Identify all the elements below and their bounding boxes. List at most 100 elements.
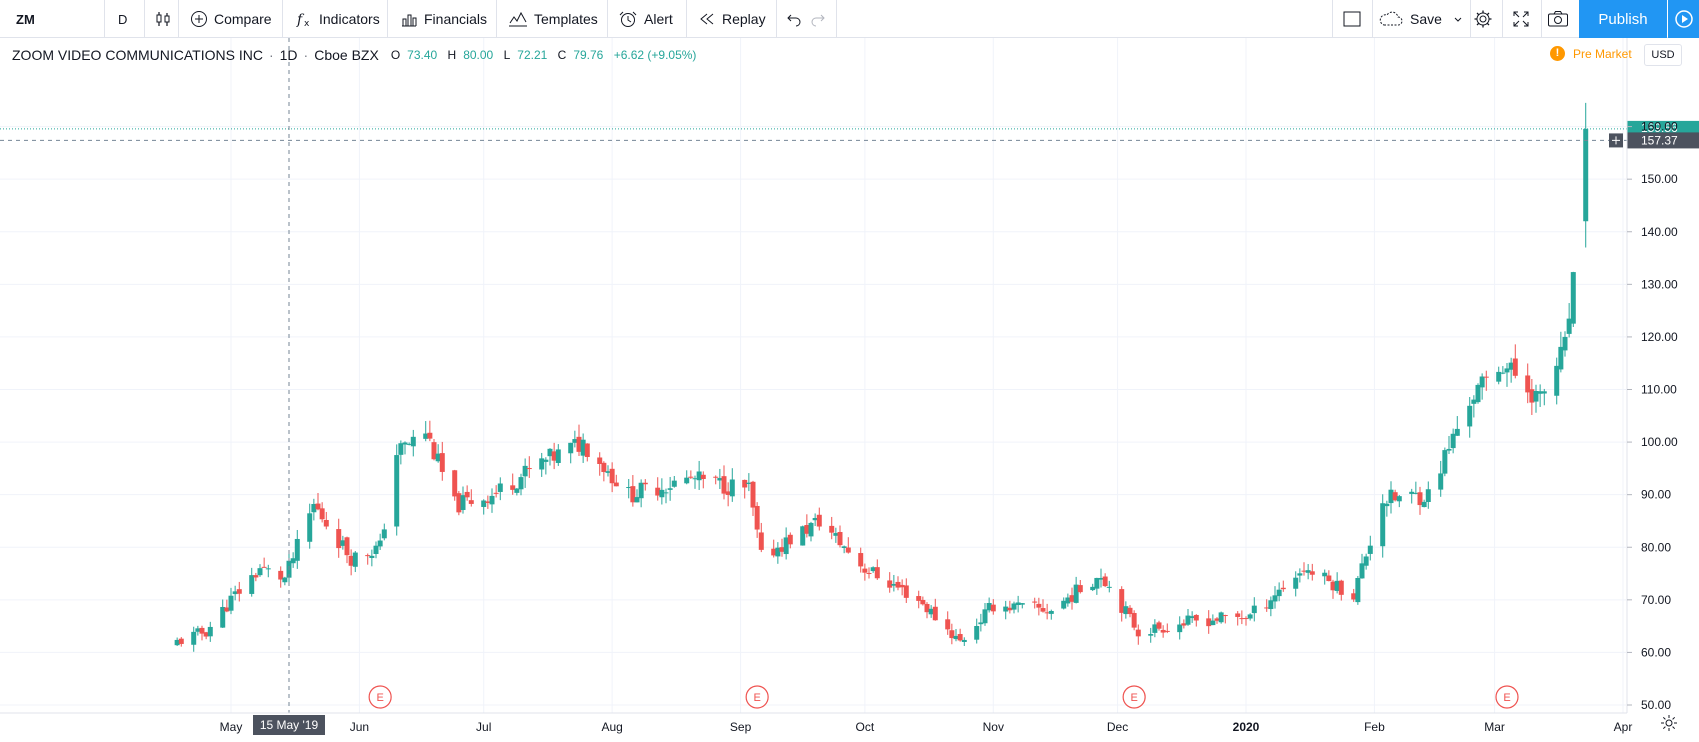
close-label: C: [557, 48, 567, 62]
play-button[interactable]: [1668, 0, 1699, 38]
candle-up: [1384, 503, 1390, 507]
camera-icon: [1548, 11, 1568, 27]
candle-down: [1483, 376, 1489, 378]
candle-down: [1032, 601, 1038, 603]
candle-up: [191, 631, 197, 645]
candle-down: [1280, 587, 1286, 590]
candle-up: [1019, 603, 1025, 605]
divider: [178, 0, 179, 38]
candle-up: [783, 537, 789, 555]
snapshot-button[interactable]: [1547, 0, 1575, 38]
replay-label: Replay: [722, 11, 766, 27]
alert-button[interactable]: Alert: [618, 0, 673, 38]
candle-down: [1351, 593, 1357, 600]
candle-down: [1160, 629, 1166, 633]
candle-up: [410, 436, 416, 447]
candle-up: [841, 546, 847, 548]
premarket-indicator[interactable]: ! Pre Market: [1550, 46, 1632, 61]
candle-up: [1388, 489, 1394, 504]
candle-down: [510, 485, 516, 490]
undo-button[interactable]: [786, 0, 808, 38]
earnings-marker: [1495, 685, 1519, 709]
price-tick-label: 50.00: [1641, 698, 1671, 712]
interval-button[interactable]: D: [118, 11, 128, 27]
candle-down: [945, 619, 951, 630]
candle-down: [688, 476, 694, 478]
time-tick-label: 2020: [1233, 720, 1260, 734]
indicators-label: Indicators: [319, 11, 380, 27]
candle-up: [961, 639, 967, 642]
chart-settings-icon[interactable]: [1660, 714, 1678, 732]
time-tick-label: Oct: [856, 720, 875, 734]
symbol-name[interactable]: ZOOM VIDEO COMMUNICATIONS INC: [12, 47, 263, 63]
candle-up: [1123, 606, 1129, 615]
save-label: Save: [1410, 11, 1442, 27]
candle-down: [758, 532, 764, 550]
settings-button[interactable]: [1473, 0, 1499, 38]
time-tick-label: Nov: [983, 720, 1004, 734]
plus-icon: [1612, 136, 1620, 145]
chart-type-button[interactable]: [154, 0, 178, 38]
candle-down: [1264, 607, 1270, 609]
candle-down: [750, 481, 756, 508]
candle-down: [1156, 622, 1162, 629]
save-button[interactable]: Save: [1378, 0, 1470, 38]
earnings-label: E: [1503, 692, 1510, 704]
candle-up: [522, 465, 528, 477]
candle-down: [315, 503, 321, 510]
divider: [1332, 0, 1333, 38]
crosshair-price-tag: [1627, 132, 1699, 149]
fullscreen-button[interactable]: [1512, 0, 1536, 38]
publish-button[interactable]: Publish: [1579, 0, 1667, 38]
candle-down: [1243, 618, 1249, 620]
price-tick-label: 80.00: [1641, 540, 1671, 554]
templates-button[interactable]: Templates: [508, 0, 598, 38]
last-price-label: 159.56: [1641, 121, 1678, 135]
candle-down: [601, 462, 607, 473]
price-tick-label: 90.00: [1641, 488, 1671, 502]
candle-up: [514, 488, 520, 493]
candle-down: [365, 555, 371, 557]
candle-up: [986, 602, 992, 611]
candle-up: [282, 577, 288, 583]
candle-down: [1119, 589, 1125, 613]
price-tick-label: 110.00: [1641, 383, 1677, 397]
candle-down: [456, 493, 462, 513]
candle-up: [1467, 405, 1473, 427]
redo-button[interactable]: [810, 0, 832, 38]
open-label: O: [390, 48, 401, 62]
candle-up: [808, 522, 814, 537]
candle-up: [833, 533, 839, 536]
candle-up: [1334, 580, 1340, 591]
symbol-search[interactable]: ZM: [16, 11, 35, 27]
candle-up: [377, 540, 383, 547]
candle-down: [949, 630, 955, 639]
earnings-marker: [745, 685, 769, 709]
divider: [496, 0, 497, 38]
candle-up: [195, 628, 201, 632]
candle-up: [294, 538, 300, 561]
currency-button[interactable]: USD: [1644, 44, 1682, 66]
divider: [1470, 0, 1471, 38]
layout-button[interactable]: [1342, 0, 1368, 38]
candle-down: [1069, 595, 1075, 602]
candle-down: [903, 585, 909, 598]
replay-button[interactable]: Replay: [698, 0, 766, 38]
compare-button[interactable]: Compare: [190, 0, 272, 38]
candle-down: [787, 534, 793, 545]
candle-down: [1044, 612, 1050, 614]
candle-up: [1380, 503, 1386, 547]
plus-circle-icon: [191, 11, 207, 27]
earnings-marker: [1122, 685, 1146, 709]
candle-down: [1181, 623, 1187, 626]
svg-text:x: x: [304, 19, 310, 28]
candle-up: [369, 555, 375, 558]
candle-down: [1239, 618, 1245, 620]
candle-up: [1185, 615, 1191, 625]
candle-up: [406, 443, 412, 445]
time-tick-label: May: [220, 720, 243, 734]
candle-down: [1330, 581, 1336, 591]
financials-button[interactable]: Financials: [400, 0, 487, 38]
